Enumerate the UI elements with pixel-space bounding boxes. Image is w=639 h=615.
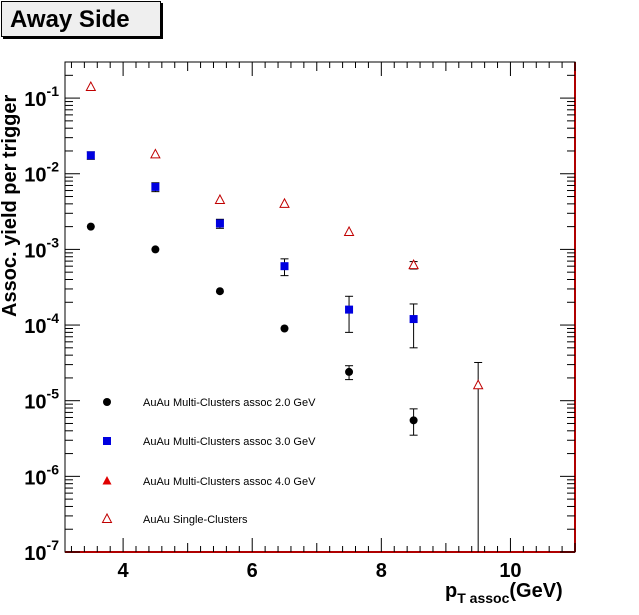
y-tick-label-exponent: -1 <box>47 83 60 99</box>
data-point <box>279 197 290 208</box>
y-tick-label-exponent: -7 <box>47 537 60 553</box>
y-axis-title: Assoc. yield per trigger <box>0 94 21 317</box>
plot-frame <box>64 61 576 553</box>
y-tick-label-base: 10 <box>24 467 46 489</box>
data-point <box>280 324 289 333</box>
x-axis-title: pT assoc(GeV) <box>445 580 563 606</box>
x-tick-label: 6 <box>247 560 258 582</box>
legend-marker <box>103 398 111 406</box>
y-tick-label: 10-2 <box>24 159 59 187</box>
y-tick-label-exponent: -4 <box>47 310 60 326</box>
legend-label: AuAu Single-Clusters <box>143 514 248 526</box>
y-tick-label: 10-5 <box>24 386 59 414</box>
data-point <box>345 367 354 376</box>
data-point <box>409 416 418 425</box>
x-axis-title-unit: (GeV) <box>509 580 562 602</box>
legend-label: AuAu Multi-Clusters assoc 3.0 GeV <box>143 436 316 448</box>
x-tick-label: 10 <box>499 560 521 582</box>
legend-label: AuAu Multi-Clusters assoc 4.0 GeV <box>143 476 316 488</box>
data-point <box>343 225 355 236</box>
y-tick-label-exponent: -2 <box>47 159 60 175</box>
x-tick-labels: 4 6 8 10 <box>118 560 522 582</box>
data-point <box>151 182 160 191</box>
data-point <box>85 80 97 92</box>
data-point <box>409 315 418 324</box>
y-tick-label-base: 10 <box>24 543 46 565</box>
chart-title: Away Side <box>10 6 130 33</box>
y-tick-label-exponent: -5 <box>47 386 60 402</box>
data-point <box>150 148 161 159</box>
data-point <box>214 193 226 204</box>
data-point <box>280 262 289 271</box>
data-point <box>408 259 419 270</box>
legend-label: AuAu Multi-Clusters assoc 2.0 GeV <box>143 397 316 409</box>
y-tick-label: 10-6 <box>24 461 59 489</box>
y-tick-label-base: 10 <box>24 165 46 187</box>
legend-marker <box>101 512 113 523</box>
y-tick-label: 10-7 <box>24 537 59 565</box>
data-point <box>215 219 224 228</box>
data-point <box>151 245 160 254</box>
y-tick-label-base: 10 <box>24 392 46 414</box>
y-tick-label: 10-3 <box>24 234 59 262</box>
x-tick-label: 8 <box>376 560 387 582</box>
y-tick-label: 10-4 <box>24 310 59 338</box>
x-axis-title-main: p <box>445 580 457 602</box>
y-tick-label-exponent: -3 <box>47 234 60 250</box>
y-tick-labels: 10-710-610-510-410-310-210-1 <box>24 83 59 565</box>
data-points <box>85 80 484 425</box>
chart-title-box: Away Side <box>1 1 161 37</box>
data-point <box>472 379 484 390</box>
data-point <box>86 222 95 231</box>
x-tick-label: 4 <box>118 560 130 582</box>
legend-marker <box>102 476 112 485</box>
y-tick-label-exponent: -6 <box>47 461 60 477</box>
axis-ticks <box>65 61 576 553</box>
y-tick-label-base: 10 <box>24 316 46 338</box>
y-tick-label-base: 10 <box>24 89 46 111</box>
data-point <box>86 151 95 160</box>
y-tick-label-base: 10 <box>24 240 46 262</box>
y-tick-label: 10-1 <box>24 83 59 111</box>
x-axis-title-subscript: T assoc <box>457 590 509 606</box>
legend-marker <box>103 437 111 445</box>
data-point <box>215 287 224 296</box>
legend: AuAu Multi-Clusters assoc 2.0 GeV AuAu Mu… <box>101 397 316 526</box>
data-point <box>345 305 354 314</box>
